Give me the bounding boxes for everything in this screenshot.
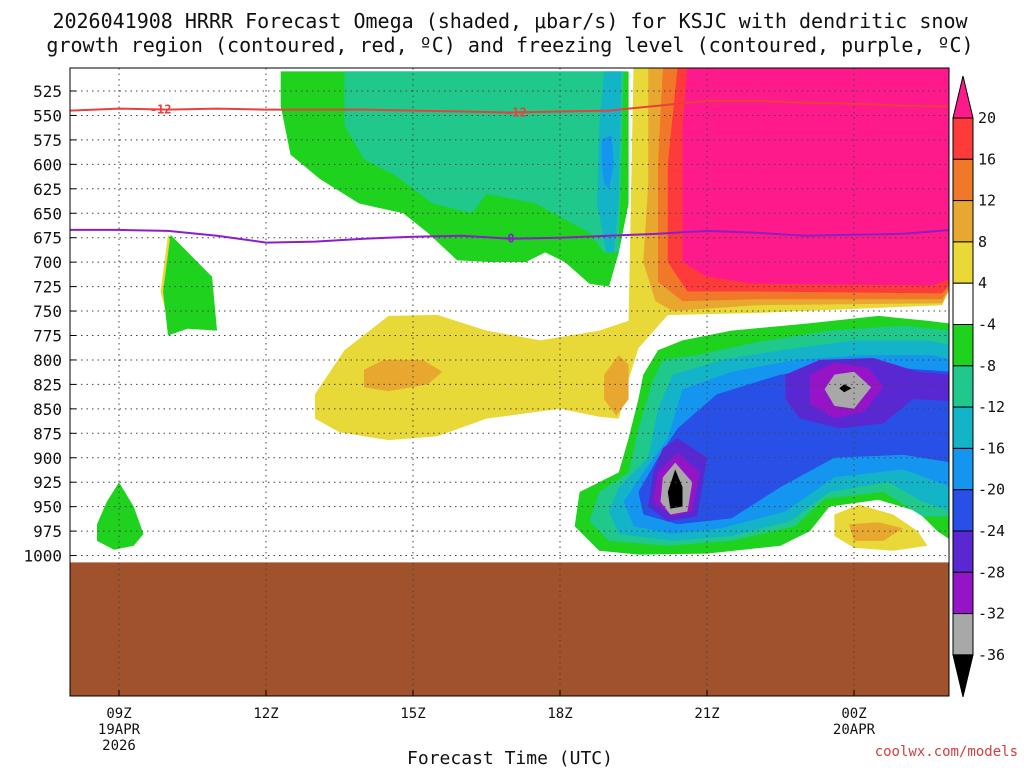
omega-region-6 — [849, 522, 903, 541]
x-tick-label-5-1: 20APR — [833, 722, 876, 738]
y-tick-label-525: 525 — [33, 82, 62, 101]
chart-title-line-1: 2026041908 HRRR Forecast Omega (shaded, … — [52, 9, 968, 33]
y-tick-label-650: 650 — [33, 204, 62, 223]
omega-shading-layer — [70, 68, 949, 696]
colorbar-swatch-10 — [952, 489, 974, 532]
credit-text: coolwx.com/models — [875, 744, 1018, 760]
colorbar-swatch-3 — [952, 200, 974, 243]
x-tick-label-0-2: 2026 — [102, 738, 136, 754]
omega-region-11 — [163, 234, 217, 336]
omega-region-9 — [682, 68, 949, 286]
x-tick-label-5-0: 00Z — [841, 706, 866, 722]
x-tick-label-0-0: 09Z — [106, 706, 131, 722]
colorbar-bottom-arrow — [952, 654, 974, 698]
y-tick-label-975: 975 — [33, 522, 62, 541]
grid-layer — [70, 68, 949, 696]
dgz-contour-label-1: -12 — [505, 106, 527, 120]
omega-region-14 — [344, 71, 624, 253]
y-tick-label-700: 700 — [33, 253, 62, 272]
y-tick-label-875: 875 — [33, 424, 62, 443]
colorbar-swatch-1 — [952, 117, 974, 160]
colorbar-label--16: -16 — [978, 439, 1005, 457]
colorbar-label--24: -24 — [978, 522, 1005, 540]
plot-frame — [69, 67, 950, 697]
omega-region-28 — [839, 384, 852, 393]
x-tick-label-4-0: 21Z — [694, 706, 719, 722]
dgz-contour-label-0: -12 — [150, 103, 172, 117]
y-tick-label-725: 725 — [33, 278, 62, 297]
freezing-contour-line — [70, 228, 949, 244]
colorbar-label-16: 16 — [978, 150, 996, 168]
omega-region-26 — [824, 371, 872, 409]
colorbar-swatch-13 — [952, 613, 974, 656]
ground-strip — [70, 562, 949, 696]
y-tick-label-800: 800 — [33, 351, 62, 370]
omega-region-3 — [364, 359, 443, 392]
colorbar-swatch-4 — [952, 241, 974, 284]
contour-layer: -12 -12 0 — [70, 99, 949, 246]
y-tick-label-825: 825 — [33, 375, 62, 394]
y-tick-label-900: 900 — [33, 449, 62, 468]
omega-region-4 — [604, 355, 629, 416]
y-tick-label-550: 550 — [33, 106, 62, 125]
y-tick-label-1000: 1000 — [23, 547, 62, 566]
colorbar-swatch-11 — [952, 530, 974, 573]
x-tick-label-3-0: 18Z — [547, 706, 572, 722]
colorbar-label--36: -36 — [978, 646, 1005, 664]
y-tick-label-775: 775 — [33, 327, 62, 346]
y-tick-label-625: 625 — [33, 180, 62, 199]
colorbar-label-8: 8 — [978, 233, 987, 251]
colorbar-swatch-2 — [952, 158, 974, 202]
colorbar-label--20: -20 — [978, 481, 1005, 499]
colorbar-label-4: 4 — [978, 274, 987, 292]
omega-region-27 — [667, 469, 683, 509]
colorbar-swatch-5 — [952, 282, 974, 326]
x-tick-label-1-0: 12Z — [253, 706, 278, 722]
colorbar-swatch-12 — [952, 571, 974, 615]
colorbar-label--4: -4 — [978, 316, 996, 334]
colorbar-label--28: -28 — [978, 563, 1005, 581]
chart-title-line-2: growth region (contoured, red, ºC) and f… — [46, 33, 973, 57]
y-tick-label-600: 600 — [33, 155, 62, 174]
omega-region-12 — [97, 482, 144, 550]
colorbar-label--12: -12 — [978, 398, 1005, 416]
y-tick-label-950: 950 — [33, 498, 62, 517]
colorbar: 20 16 12 8 4 -4 -8 -12 -16 -20 -24 -28 -32 -36 — [952, 75, 1005, 698]
colorbar-swatch-9 — [952, 447, 974, 491]
y-axis: 525 550 575 600 625 650 675 700 725 750 775 800 825 8… — [23, 82, 76, 566]
dgz-contour-line — [70, 99, 949, 114]
freezing-contour-label-0: 0 — [507, 232, 514, 246]
y-tick-label-750: 750 — [33, 302, 62, 321]
y-tick-label-675: 675 — [33, 229, 62, 248]
y-tick-label-850: 850 — [33, 400, 62, 419]
colorbar-swatch-6 — [952, 324, 974, 367]
y-tick-label-925: 925 — [33, 473, 62, 492]
colorbar-swatch-7 — [952, 365, 974, 408]
x-axis-label: Forecast Time (UTC) — [407, 748, 613, 768]
colorbar-label-20: 20 — [978, 109, 996, 127]
x-tick-label-0-1: 19APR — [98, 722, 141, 738]
colorbar-swatch-8 — [952, 406, 974, 449]
colorbar-label-12: 12 — [978, 192, 996, 210]
colorbar-label--32: -32 — [978, 605, 1005, 623]
colorbar-label--8: -8 — [978, 357, 996, 375]
omega-region-18 — [601, 135, 614, 189]
x-tick-label-2-0: 15Z — [400, 706, 425, 722]
y-tick-label-575: 575 — [33, 131, 62, 150]
